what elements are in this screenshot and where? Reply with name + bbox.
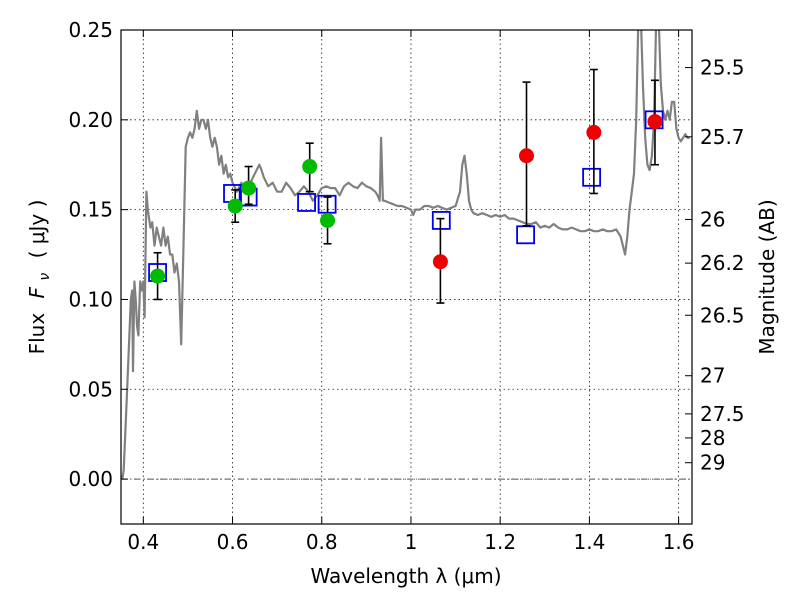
mag-tick-label: 27: [700, 364, 725, 388]
photometry-point: [586, 124, 602, 140]
photometry-point: [150, 268, 166, 284]
mag-tick-label: 26.5: [700, 303, 745, 327]
x-axis-label: Wavelength λ (μm): [310, 564, 501, 588]
model-square-marker: [297, 193, 316, 212]
photometry-point: [302, 159, 318, 175]
y-tick-label: 0.15: [68, 198, 113, 222]
data-layer: [121, 30, 690, 480]
y-axis-label: Flux F ν ( μJy ): [25, 200, 54, 355]
y-axis-label-symbol: F: [25, 286, 49, 298]
photometry-point: [241, 180, 257, 196]
plot-frame: [120, 29, 693, 525]
mag-tick-label: 25.5: [700, 56, 745, 80]
y-axis-label-unit: ( μJy ): [25, 200, 49, 259]
label-layer: 0.4 0.6 0.8 1 1.2 1.4 1.6 0.00 0.05 0.10 0.15 0.20 0…: [68, 18, 744, 554]
y-axis-label-subscript: ν: [37, 273, 53, 281]
y-tick-label: 0.25: [68, 18, 113, 42]
photometry-point: [647, 114, 663, 130]
model-square-marker: [582, 167, 602, 187]
sed-line: [121, 30, 690, 480]
model-square-marker: [431, 211, 451, 230]
y-tick-label: 0.00: [68, 467, 113, 491]
x-tick-label: 0.6: [217, 530, 249, 554]
photometry-point: [518, 148, 534, 164]
y-tick-label: 0.20: [68, 108, 113, 132]
x-tick-label: 1.4: [573, 530, 605, 554]
x-tick-label: 1: [405, 530, 418, 554]
y-axis-label-prefix: Flux: [25, 313, 49, 355]
plot-background: [121, 30, 692, 524]
photometry-point: [227, 198, 243, 214]
dot-layer: [150, 114, 663, 284]
y2-axis-label: Magnitude (AB): [755, 199, 779, 354]
x-tick-label: 0.4: [127, 530, 159, 554]
mag-tick-label: 28: [700, 426, 725, 450]
mag-tick-label: 25.7: [700, 125, 745, 149]
y-tick-label: 0.05: [68, 377, 113, 401]
x-tick-label: 0.8: [306, 530, 338, 554]
x-tick-label: 1.2: [484, 530, 516, 554]
y-tick-label: 0.10: [68, 287, 113, 311]
mag-tick-label: 26.2: [700, 251, 745, 275]
x-tick-label: 1.6: [663, 530, 695, 554]
mag-tick-label: 27.5: [700, 402, 745, 426]
tick-layer: [121, 29, 692, 524]
photometry-point: [320, 212, 336, 228]
mag-tick-label: 26: [700, 207, 725, 231]
photometry-point: [432, 254, 448, 270]
mag-tick-label: 29: [700, 451, 725, 475]
